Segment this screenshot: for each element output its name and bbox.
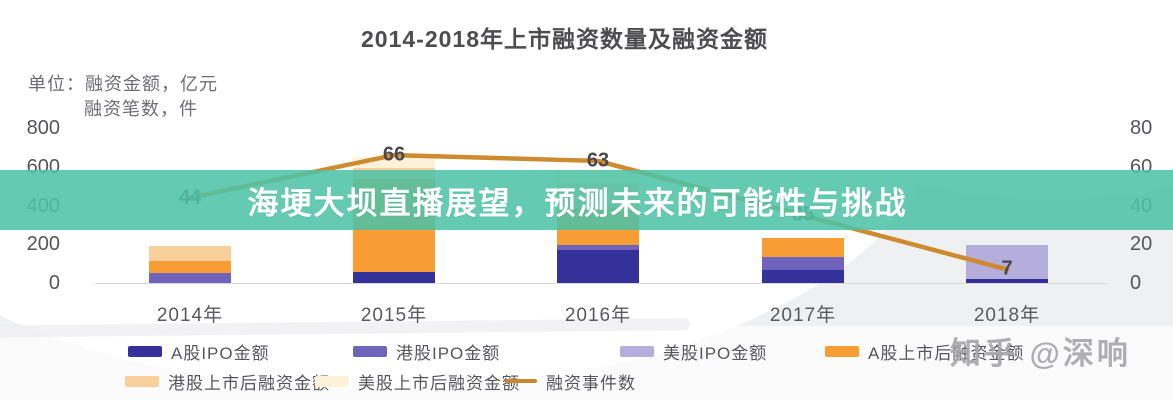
legend-item: A股IPO金额 <box>128 342 270 363</box>
right-axis-tick: 80 <box>1130 117 1153 139</box>
bar-segment <box>149 246 231 261</box>
headline-text: 海埂大坝直播展望，预测未来的可能性与挑战 <box>247 185 908 221</box>
left-axis-tick: 800 <box>26 117 60 139</box>
legend-swatch <box>315 375 349 387</box>
data-point-label: 63 <box>586 149 610 172</box>
bar-segment <box>762 270 844 283</box>
legend-line-swatch <box>505 379 537 383</box>
bar-segment <box>149 260 231 274</box>
legend-label: 港股IPO金额 <box>396 343 501 363</box>
legend-swatch <box>620 345 654 357</box>
unit-label-line2: 融资笔数，件 <box>84 99 198 119</box>
left-axis-tick: 200 <box>26 233 60 256</box>
bar-segment <box>762 256 844 271</box>
bar-segment <box>557 245 639 251</box>
legend-item: 港股上市后融资金额 <box>125 372 330 393</box>
left-axis-tick: 0 <box>48 272 60 294</box>
data-point-label: 66 <box>382 143 406 166</box>
legend-item: 融资事件数 <box>505 372 636 393</box>
legend-label: A股IPO金额 <box>171 343 270 363</box>
legend-swatch <box>128 345 162 357</box>
x-axis-label: 2014年 <box>156 305 224 326</box>
watermark-text: 知乎 @深响 <box>950 336 1131 371</box>
legend-swatch <box>825 345 859 357</box>
data-point-label: 7 <box>1001 257 1013 280</box>
headline-banner: 海埂大坝直播展望，预测未来的可能性与挑战 <box>0 170 1173 230</box>
legend-swatch <box>125 375 159 387</box>
legend-label: 港股上市后融资金额 <box>168 373 330 393</box>
bar-segment <box>966 279 1048 283</box>
legend-item: A股上市后融资金额 <box>825 342 1024 363</box>
bar-segment <box>557 250 639 283</box>
x-axis-label: 2018年 <box>973 305 1041 326</box>
bar-segment <box>149 273 231 283</box>
chart-title: 2014-2018年上市融资数量及融资金额 <box>361 26 768 52</box>
x-axis-line <box>95 283 1107 284</box>
unit-label-line1: 单位：融资金额，亿元 <box>28 74 218 94</box>
right-axis-tick: 0 <box>1130 272 1142 294</box>
bar-segment <box>762 238 844 257</box>
legend-label: 融资事件数 <box>546 373 636 393</box>
legend-item: 美股上市后融资金额 <box>315 372 520 393</box>
x-axis-label: 2015年 <box>360 305 428 326</box>
background-strip-bottom <box>0 326 1173 400</box>
legend-label: A股上市后融资金额 <box>868 343 1025 363</box>
x-axis-label: 2016年 <box>564 305 632 326</box>
legend-label: 美股上市后融资金额 <box>358 373 520 393</box>
legend-label: 美股IPO金额 <box>663 343 768 363</box>
legend-swatch <box>353 345 387 357</box>
legend-item: 美股IPO金额 <box>620 342 767 363</box>
bar-segment <box>353 272 435 283</box>
x-axis-label: 2017年 <box>769 305 837 326</box>
legend-item: 港股IPO金额 <box>353 342 500 363</box>
right-axis-tick: 20 <box>1130 233 1153 256</box>
